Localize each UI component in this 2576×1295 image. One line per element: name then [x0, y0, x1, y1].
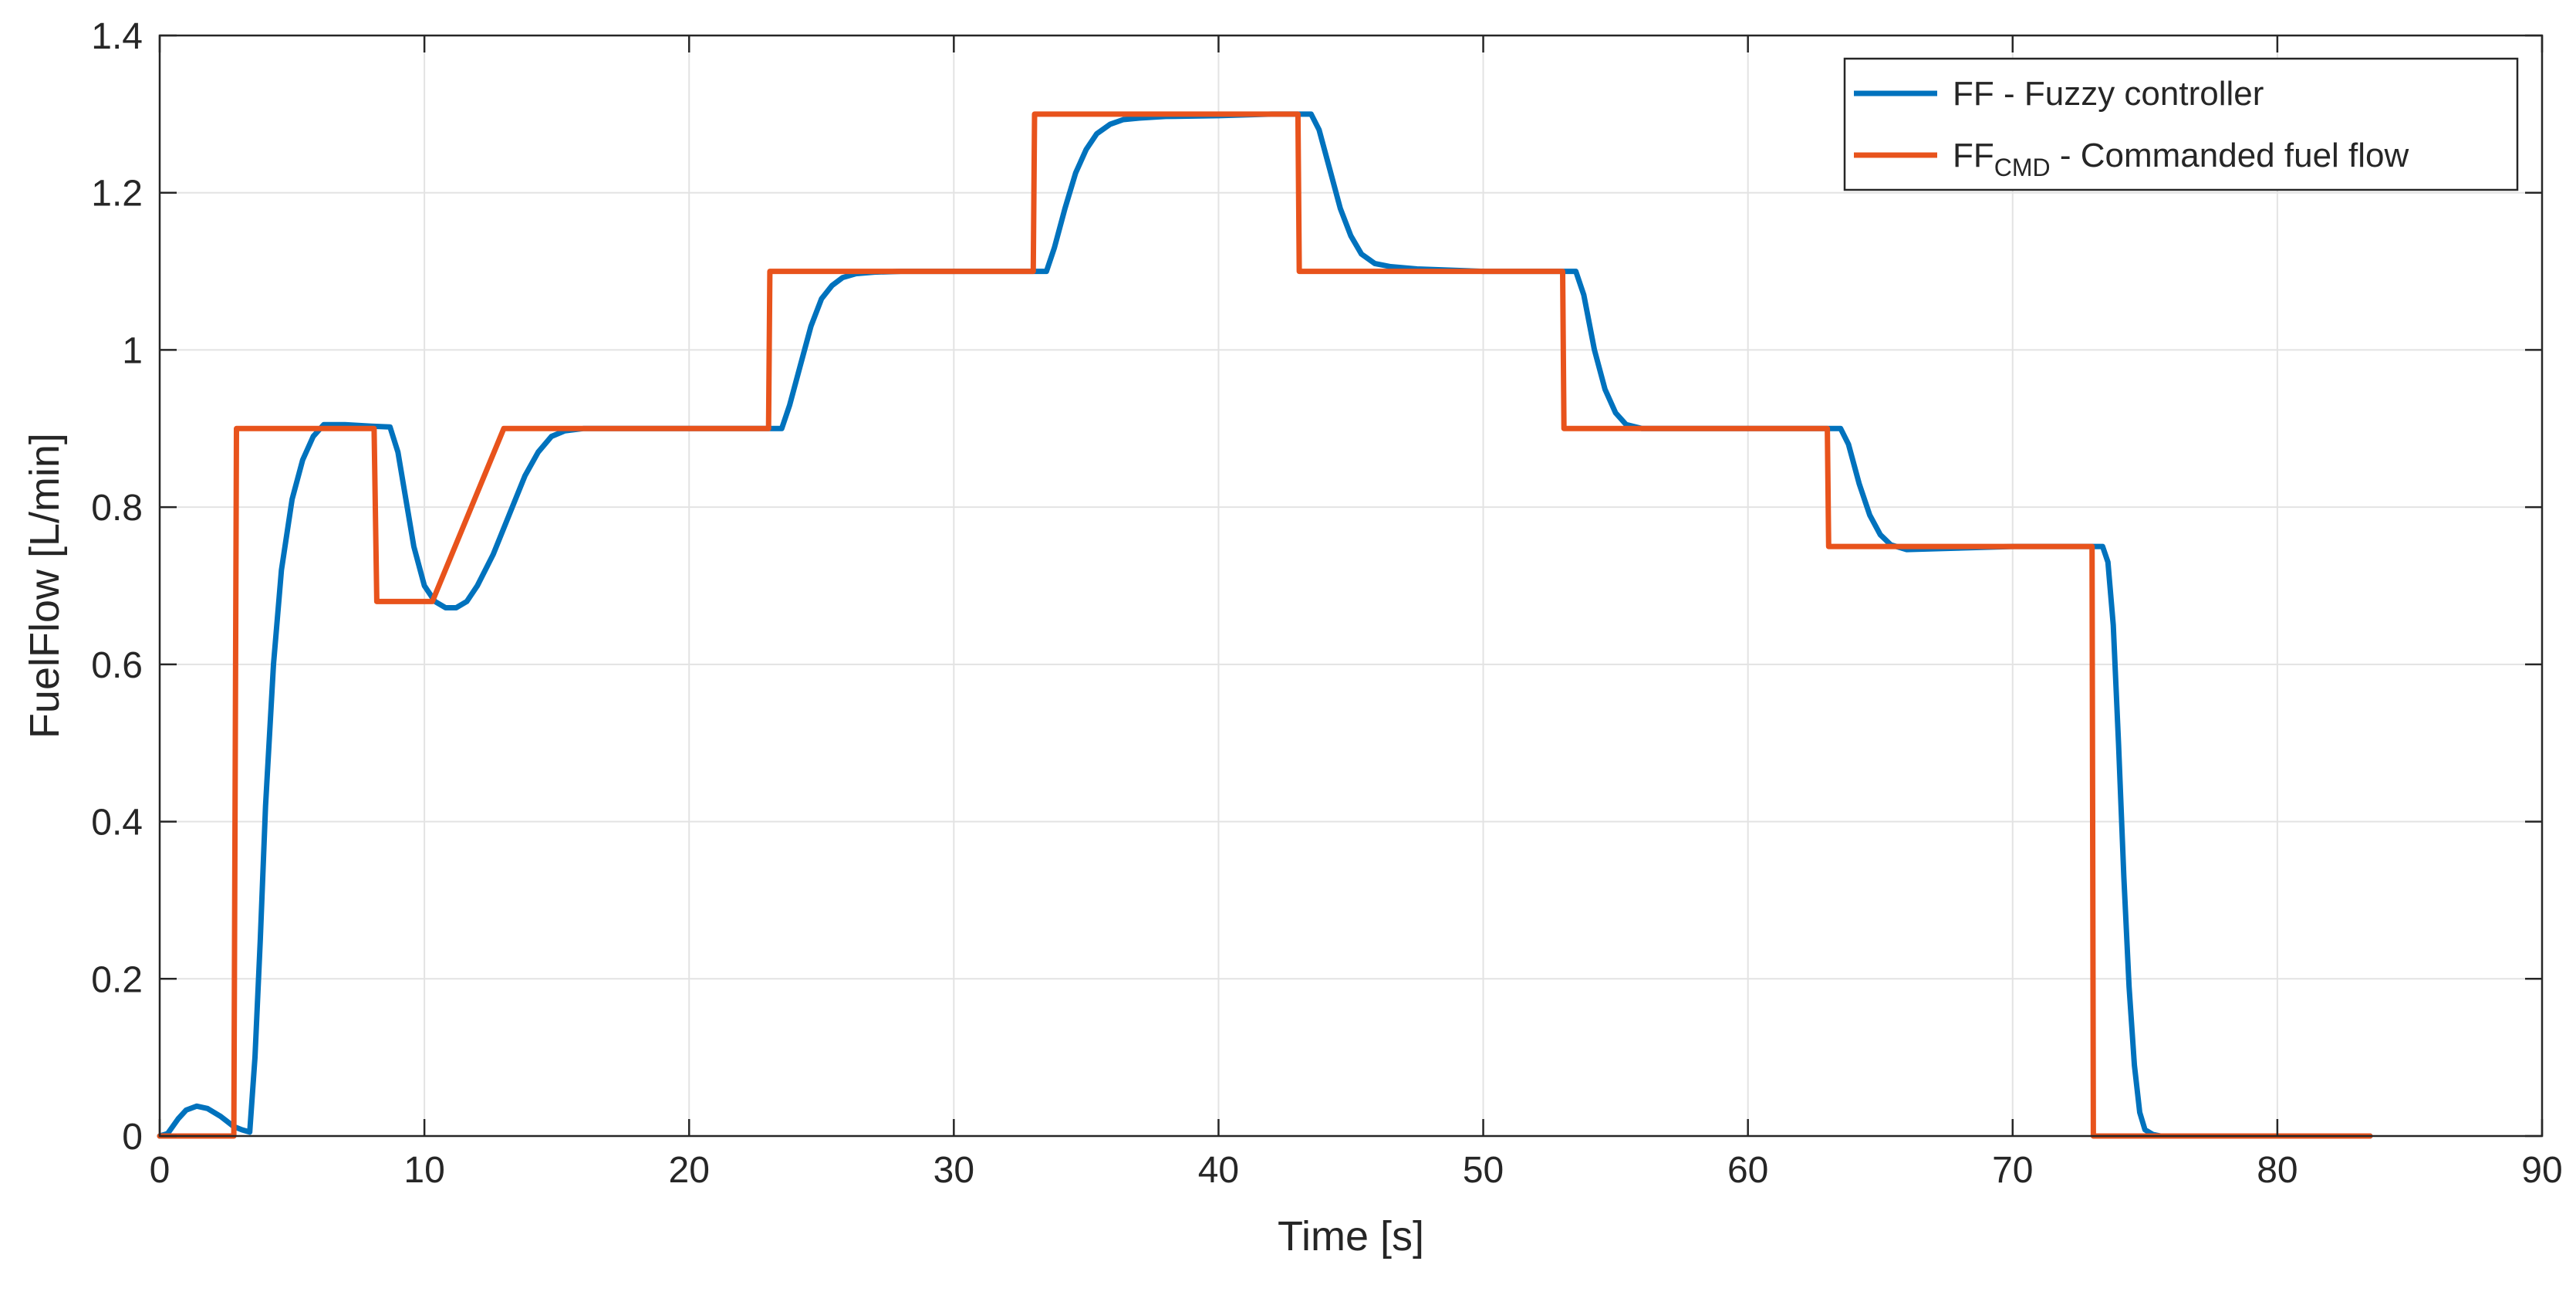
y-tick-label: 0.6 — [91, 645, 143, 686]
x-tick-label: 10 — [403, 1150, 444, 1191]
x-tick-label: 40 — [1198, 1150, 1239, 1191]
y-tick-label: 1.2 — [91, 174, 143, 215]
y-tick-label: 1.4 — [91, 16, 143, 57]
x-tick-label: 90 — [2521, 1150, 2562, 1191]
x-tick-label: 60 — [1727, 1150, 1768, 1191]
y-tick-label: 0.2 — [91, 959, 143, 1000]
x-tick-label: 20 — [669, 1150, 710, 1191]
series-layer — [157, 111, 2373, 1139]
y-axis-title: FuelFlow [L/min] — [22, 433, 68, 739]
legend-label-1: FF - Fuzzy controller — [1953, 75, 2264, 113]
y-tick-label: 1 — [122, 330, 143, 371]
grid — [159, 35, 2543, 1137]
y-tick-label: 0 — [122, 1117, 143, 1158]
legend-label-2: FFCMD - Commanded fuel flow — [1953, 137, 2409, 181]
x-tick-label: 0 — [150, 1150, 170, 1191]
x-tick-label: 30 — [934, 1150, 974, 1191]
y-tick-label: 0.4 — [91, 803, 143, 844]
x-tick-label: 50 — [1463, 1150, 1504, 1191]
y-tick-label: 0.8 — [91, 488, 143, 529]
x-axis-title: Time [s] — [1278, 1213, 1424, 1259]
series-line-1 — [157, 111, 2373, 1139]
legend: FF - Fuzzy controller FFCMD - Commanded f… — [1843, 57, 2519, 191]
plot-frame — [158, 34, 2544, 1138]
ticks: 0 10 20 30 40 50 60 70 80 90 0 0.2 0.4 0.6 0.8 1 1.2 1.4 — [91, 16, 2562, 1191]
x-tick-label: 80 — [2257, 1150, 2297, 1191]
legend-box — [1843, 57, 2519, 191]
x-tick-label: 70 — [1992, 1150, 2033, 1191]
series-line-2 — [157, 111, 2373, 1139]
